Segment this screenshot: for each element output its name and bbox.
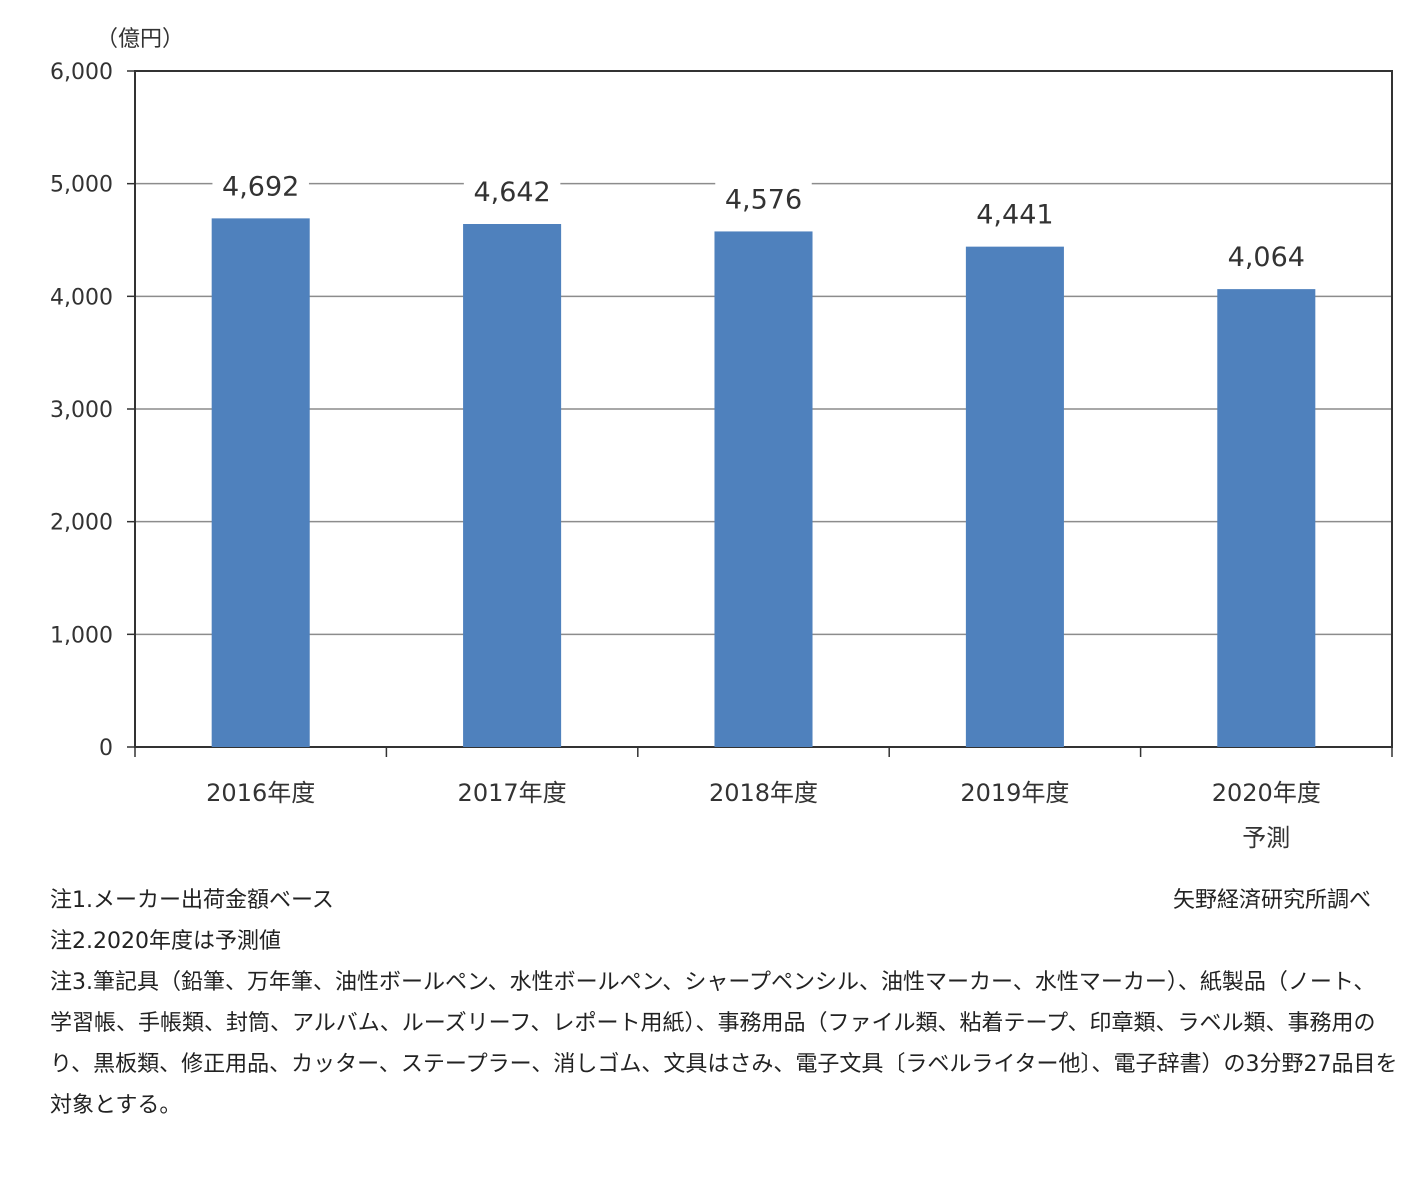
data-label-background: [212, 166, 309, 205]
note-3-line-4: 対象とする。: [50, 1093, 182, 1118]
y-tick-label: 5,000: [50, 173, 113, 198]
x-category-label: 2016年度: [206, 779, 315, 807]
note-2: 注2.2020年度は予測値: [50, 929, 281, 954]
data-label-background: [715, 179, 812, 218]
bar-chart: 4,692 4,642 4,576 4,441 4,064 0 1,000 2,000 3,0…: [50, 27, 1393, 852]
data-label: 4,692: [222, 171, 299, 202]
data-label: 4,642: [473, 177, 550, 208]
bar: [714, 231, 813, 748]
note-1: 注1.メーカー出荷金額ベース: [50, 888, 334, 913]
y-axis-ticks: 0 1,000 2,000 3,000 4,000 5,000 6,000: [50, 60, 135, 761]
y-tick-label: 4,000: [50, 285, 113, 310]
source-credit: 矢野経済研究所調べ: [1172, 888, 1371, 913]
data-label-background: [1218, 237, 1315, 276]
note-3-line-2: 学習帳、手帳類、封筒、アルバム、ルーズリーフ、レポート用紙）、事務用品（ファイル…: [50, 1011, 1376, 1036]
data-label-background: [966, 194, 1064, 233]
x-category-label: 2020年度: [1212, 779, 1321, 807]
bar: [463, 224, 562, 747]
y-tick-label: 1,000: [50, 623, 113, 648]
note-3-line-3: り、黒板類、修正用品、カッター、ステープラー、消しゴム、文具はさみ、電子文具〔ラ…: [50, 1052, 1398, 1077]
y-tick-label: 2,000: [50, 511, 113, 536]
bars: 4,692 4,642 4,576 4,441 4,064: [211, 166, 1316, 748]
data-label: 4,576: [725, 184, 802, 215]
y-tick-label: 3,000: [50, 398, 113, 423]
data-label-background: [463, 172, 561, 211]
bar: [211, 218, 310, 748]
bar: [965, 246, 1064, 747]
note-3-line-1: 注3.筆記具（鉛筆、万年筆、油性ボールペン、水性ボールペン、シャープペンシル、油…: [50, 970, 1376, 995]
y-axis-unit-label: （億円）: [96, 27, 184, 52]
y-tick-label: 6,000: [50, 60, 113, 85]
x-category-sublabel: 予測: [1242, 824, 1290, 852]
x-category-label: 2019年度: [960, 779, 1069, 807]
data-label: 4,441: [976, 200, 1053, 231]
y-tick-label: 0: [99, 736, 113, 761]
notes: 注1.メーカー出荷金額ベース 注2.2020年度は予測値 注3.筆記具（鉛筆、万…: [50, 880, 1398, 1126]
data-label: 4,064: [1228, 242, 1305, 273]
x-category-label: 2017年度: [458, 779, 567, 807]
x-category-label: 2018年度: [709, 779, 818, 807]
bar: [1217, 289, 1316, 747]
